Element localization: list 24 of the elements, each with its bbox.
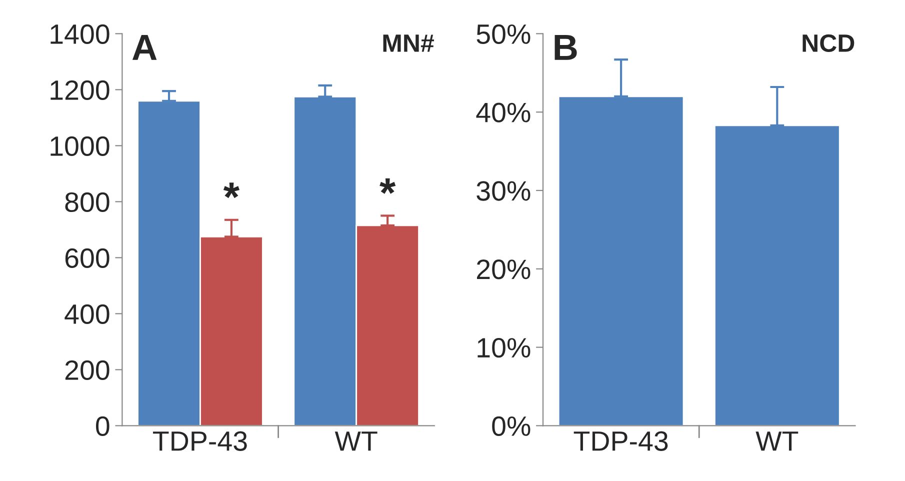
y-tick-label: 1400: [50, 24, 110, 44]
y-tick-label: 600: [65, 248, 110, 268]
x-tick-label: WT: [756, 432, 798, 451]
annotation: *: [223, 182, 240, 198]
annotation: A: [132, 34, 157, 60]
y-tick-label: 40%: [476, 102, 530, 122]
y-tick-label: 800: [65, 192, 110, 212]
annotation: B: [554, 34, 577, 60]
annotation: NCD: [802, 34, 854, 52]
y-tick-label: 1200: [50, 80, 110, 100]
y-tick-label: 400: [64, 304, 110, 324]
annotation: MN#: [383, 34, 434, 52]
y-tick-label: 200: [65, 360, 110, 380]
y-tick-label: 30%: [476, 181, 530, 201]
annotation: *: [380, 178, 396, 194]
x-tick-label: WT: [334, 432, 378, 451]
y-tick-label: 0: [96, 416, 110, 436]
y-tick-label: 1000: [50, 136, 110, 156]
y-tick-label: 10%: [478, 338, 530, 358]
y-tick-label: 20%: [476, 260, 530, 280]
x-tick-label: TDP-43: [574, 431, 668, 451]
y-tick-label: 50%: [476, 24, 530, 44]
y-tick-label: 0%: [492, 416, 530, 436]
x-tick-label: TDP-43: [153, 431, 247, 451]
